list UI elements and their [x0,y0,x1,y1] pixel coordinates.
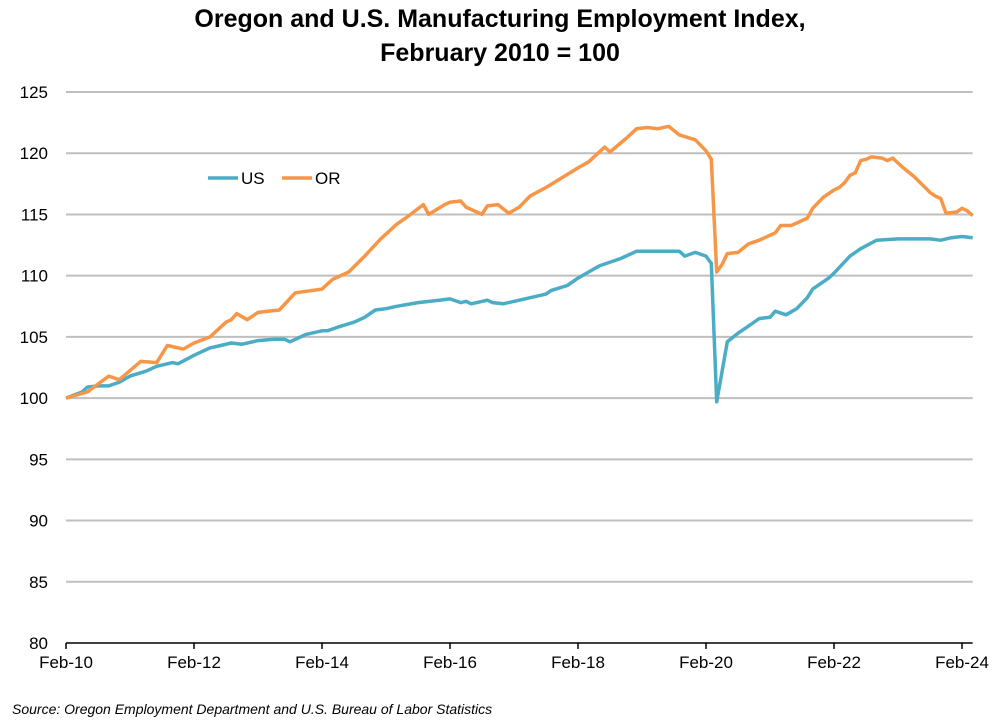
x-tick-label: Feb-18 [551,653,605,672]
y-tick-label: 120 [20,144,48,163]
y-tick-label: 80 [29,634,48,653]
y-tick-label: 95 [29,450,48,469]
x-tick-label: Feb-22 [807,653,861,672]
y-tick-label: 110 [21,267,48,286]
y-tick-label: 115 [21,205,48,224]
y-tick-label: 105 [20,328,48,347]
source-note: Source: Oregon Employment Department and… [12,701,493,717]
x-tick-label: Feb-16 [423,653,477,672]
series-line-or [65,124,974,400]
chart-subtitle: February 2010 = 100 [380,39,620,67]
x-tick-label: Feb-10 [39,653,93,672]
series-line-us [65,234,973,404]
legend-label-us: US [241,169,265,188]
y-tick-label: 85 [29,573,48,592]
x-tick-label: Feb-14 [295,653,349,672]
x-tick-label: Feb-24 [935,653,989,672]
legend-label-or: OR [315,169,341,188]
chart-title: Oregon and U.S. Manufacturing Employment… [194,5,806,33]
y-tick-label: 125 [20,83,48,102]
y-tick-label: 100 [20,389,48,408]
y-tick-label: 90 [29,512,48,531]
x-tick-label: Feb-20 [679,653,733,672]
x-tick-label: Feb-12 [167,653,221,672]
